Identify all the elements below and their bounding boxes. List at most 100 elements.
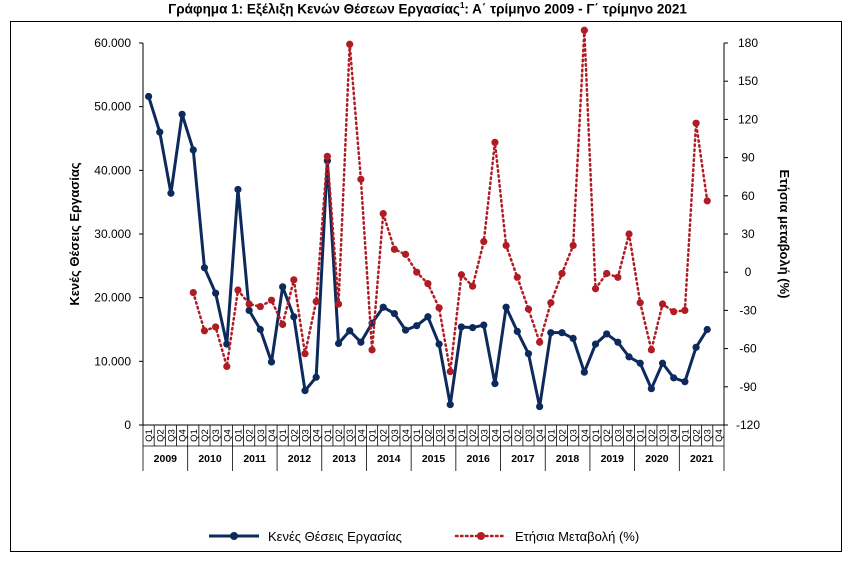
data-point-vacancies	[547, 329, 555, 337]
y-right-tick-label: 150	[738, 74, 758, 88]
data-point-annual-change	[502, 241, 510, 250]
x-year-label: 2021	[690, 453, 714, 465]
x-quarter-label: Q3	[703, 429, 714, 442]
series-layer	[144, 26, 711, 411]
chart-title-period: : Α΄ τρίμηνο 2009 - Γ΄ τρίμηνο 2021	[464, 1, 687, 17]
data-point-vacancies	[670, 374, 678, 382]
data-point-annual-change	[301, 350, 309, 358]
x-quarter-label: Q4	[669, 429, 680, 442]
data-point-annual-change	[334, 300, 343, 308]
data-point-annual-change	[323, 152, 331, 160]
data-point-annual-change	[524, 305, 533, 313]
data-point-vacancies	[167, 189, 175, 197]
legend-label-annual-change: Ετήσια Μεταβολή (%)	[515, 529, 639, 544]
x-quarter-label: Q2	[692, 429, 703, 442]
legend-label-vacancies: Κενές Θέσεις Εργασίας	[268, 529, 402, 544]
data-point-annual-change	[480, 238, 488, 246]
data-point-vacancies	[469, 323, 477, 332]
x-quarter-label: Q1	[636, 429, 647, 442]
x-quarter-label: Q1	[278, 429, 289, 442]
x-quarter-label: Q4	[267, 429, 278, 442]
y-right-tick-label: 120	[738, 112, 758, 126]
data-point-vacancies	[178, 110, 186, 118]
data-point-annual-change	[424, 280, 432, 288]
chart-title-main: Γράφημα 1: Εξέλιξη Κενών Θέσεων Εργασίας	[168, 1, 460, 17]
data-point-vacancies	[558, 329, 566, 337]
data-point-vacancies	[346, 327, 354, 335]
data-point-vacancies	[200, 264, 209, 272]
x-year-label: 2011	[243, 453, 266, 465]
data-point-vacancies	[357, 338, 365, 346]
x-quarter-label: Q4	[178, 429, 189, 442]
data-point-annual-change	[569, 241, 577, 250]
data-point-vacancies	[536, 402, 544, 411]
x-year-label: 2009	[154, 453, 178, 465]
data-point-annual-change	[692, 119, 700, 127]
x-year-label: 2018	[556, 453, 580, 465]
data-point-annual-change	[390, 245, 398, 253]
x-quarter-label: Q1	[368, 429, 379, 442]
chart-title-footnote: 1	[459, 1, 465, 10]
x-quarter-label: Q1	[233, 429, 244, 442]
data-point-annual-change	[200, 327, 209, 335]
x-quarter-label: Q4	[222, 429, 233, 442]
data-point-annual-change	[256, 302, 264, 311]
x-quarter-label: Q3	[166, 429, 177, 442]
data-point-annual-change	[647, 346, 655, 354]
data-point-vacancies	[614, 338, 622, 346]
data-point-vacancies	[569, 334, 577, 343]
y-left-tick-label: 60.000	[94, 36, 131, 50]
data-point-vacancies	[279, 283, 287, 291]
data-point-vacancies	[580, 368, 588, 376]
data-point-vacancies	[144, 92, 153, 101]
data-point-vacancies	[625, 353, 633, 361]
chart-frame	[10, 21, 842, 552]
data-point-annual-change	[189, 288, 197, 297]
x-quarter-label: Q3	[479, 429, 490, 442]
x-quarter-label: Q2	[289, 429, 300, 442]
x-quarter-label: Q1	[680, 429, 691, 442]
x-quarter-label: Q3	[301, 429, 312, 442]
y-left-tick-label: 0	[124, 418, 131, 432]
data-point-annual-change	[469, 282, 477, 290]
x-year-label: 2012	[288, 453, 312, 465]
data-point-annual-change	[536, 338, 544, 346]
x-quarter-label: Q2	[557, 429, 568, 442]
data-point-annual-change	[379, 210, 387, 218]
data-point-annual-change	[446, 367, 454, 376]
x-quarter-label: Q3	[435, 429, 446, 442]
x-quarter-label: Q4	[625, 429, 636, 442]
series-line-annual-change	[192, 29, 709, 373]
data-point-annual-change	[413, 268, 421, 276]
y-right-tick-label: 180	[738, 36, 758, 50]
x-quarter-label: Q3	[569, 429, 580, 442]
data-point-vacancies	[334, 339, 343, 348]
x-quarter-label: Q2	[423, 429, 434, 442]
x-year-label: 2020	[645, 453, 669, 465]
x-quarter-label: Q4	[401, 429, 412, 442]
y-left-tick-label: 20.000	[94, 291, 131, 305]
data-point-vacancies	[692, 343, 700, 351]
data-point-annual-change	[357, 175, 365, 183]
data-point-annual-change	[614, 273, 622, 281]
data-point-annual-change	[401, 250, 410, 258]
data-point-annual-change	[279, 320, 287, 329]
data-point-annual-change	[245, 300, 253, 308]
y-right-tick-label: 90	[741, 151, 755, 165]
x-year-label: 2016	[467, 453, 491, 465]
data-point-annual-change	[703, 197, 711, 205]
data-point-vacancies	[413, 322, 421, 330]
data-point-vacancies	[457, 323, 466, 331]
x-year-label: 2013	[332, 453, 356, 465]
data-point-vacancies	[502, 303, 510, 311]
y-right-tick-label: 30	[741, 227, 755, 241]
x-quarter-label: Q4	[312, 429, 323, 442]
x-quarter-label: Q3	[256, 429, 267, 442]
data-point-annual-change	[591, 285, 600, 293]
x-quarter-label: Q1	[323, 429, 334, 442]
data-point-vacancies	[658, 359, 667, 367]
y-left-tick-label: 10.000	[94, 354, 131, 368]
legend-marker-vacancies	[230, 532, 238, 540]
legend-marker-annual-change	[477, 532, 485, 540]
x-year-label: 2014	[377, 453, 401, 465]
